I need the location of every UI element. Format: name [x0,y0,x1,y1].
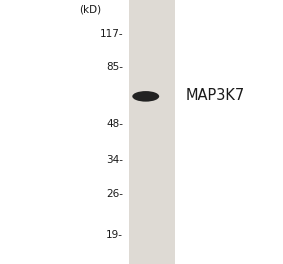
Ellipse shape [132,91,159,102]
Text: 48-: 48- [106,119,123,129]
Text: (kD): (kD) [80,4,102,14]
Bar [129,0,175,264]
Text: 26-: 26- [106,189,123,199]
Text: 34-: 34- [106,155,123,165]
Text: MAP3K7: MAP3K7 [185,88,245,103]
Text: 19-: 19- [106,230,123,240]
Text: 85-: 85- [106,62,123,72]
Text: 117-: 117- [100,29,123,39]
